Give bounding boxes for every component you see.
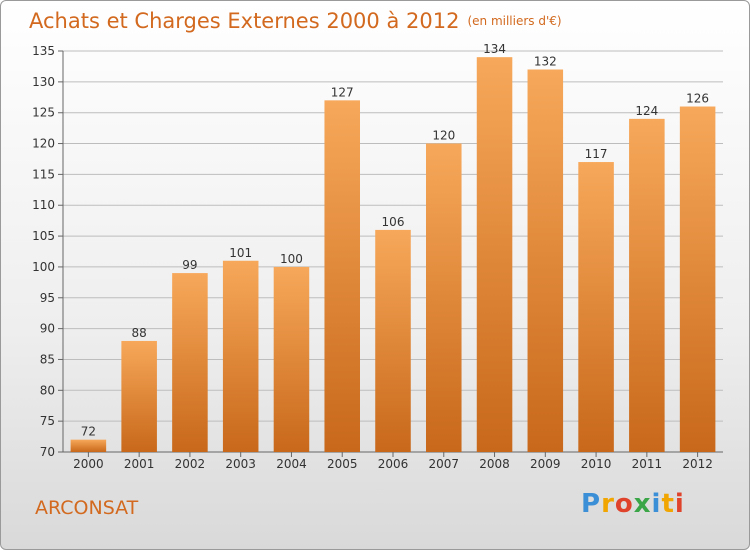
data-label: 101 (229, 246, 252, 260)
x-tick-label: 2009 (530, 457, 561, 471)
logo-letter: i (674, 489, 685, 519)
bar-2006 (375, 229, 411, 452)
x-tick-label: 2011 (632, 457, 663, 471)
data-label: 117 (585, 147, 608, 161)
bar-2009 (527, 69, 564, 452)
x-tick-label: 2007 (428, 457, 459, 471)
y-tick-label: 90 (40, 322, 55, 336)
x-tick-label: 2012 (682, 457, 713, 471)
x-tick-label: 2006 (378, 457, 409, 471)
y-tick-label: 80 (40, 383, 55, 397)
y-tick-label: 85 (40, 352, 55, 366)
data-label: 126 (686, 92, 709, 106)
y-tick-label: 100 (32, 260, 55, 274)
logo-letter: P (581, 489, 602, 519)
y-tick-label: 95 (40, 291, 55, 305)
y-tick-label: 70 (40, 445, 55, 459)
chart-title-text: Achats et Charges Externes 2000 à 2012 (29, 9, 460, 33)
bar-2003 (222, 260, 259, 452)
y-tick-label: 115 (32, 167, 55, 181)
x-tick-label: 2000 (73, 457, 104, 471)
data-label: 134 (483, 42, 506, 56)
bar-2004 (273, 266, 310, 452)
proxiti-logo[interactable]: Proxiti (581, 489, 685, 519)
x-tick-label: 2003 (225, 457, 256, 471)
data-label: 100 (280, 252, 303, 266)
bars (70, 57, 716, 453)
logo-letter: i (651, 489, 662, 519)
logo-letter: r (601, 489, 615, 519)
bar-2011 (629, 118, 665, 452)
data-label: 124 (635, 104, 658, 118)
labels: 70 75 80 85 90 95 100 105 110 115 120 125 130 135 72 20… (32, 42, 713, 471)
x-tick-label: 2010 (581, 457, 612, 471)
y-tick-label: 105 (32, 229, 55, 243)
y-tick-label: 130 (32, 75, 55, 89)
data-label: 106 (382, 215, 405, 229)
chart-title: Achats et Charges Externes 2000 à 2012 (e… (29, 9, 562, 33)
bar-2002 (172, 273, 208, 452)
data-label: 127 (331, 85, 354, 99)
bar-2008 (476, 57, 513, 453)
bar-2001 (121, 340, 157, 452)
y-tick-label: 125 (32, 106, 55, 120)
data-label: 88 (132, 326, 147, 340)
bar-2007 (426, 143, 462, 453)
data-label: 72 (81, 425, 96, 439)
bar-2000 (70, 439, 107, 452)
data-label: 120 (432, 129, 455, 143)
x-tick-label: 2004 (276, 457, 307, 471)
x-tick-label: 2005 (327, 457, 358, 471)
logo-letter: o (614, 489, 634, 519)
logo-letter: x (633, 489, 652, 519)
bar-2010 (578, 162, 614, 453)
bar-2005 (324, 100, 360, 452)
data-label: 132 (534, 55, 557, 69)
y-tick-label: 75 (40, 414, 55, 428)
bar-2012 (679, 106, 716, 453)
commune-name: ARCONSAT (35, 497, 139, 519)
y-tick-label: 120 (32, 137, 55, 151)
x-tick-label: 2008 (479, 457, 510, 471)
logo-letter: t (661, 489, 675, 519)
y-tick-label: 110 (32, 198, 55, 212)
chart-subtitle: (en milliers d'€) (467, 14, 562, 28)
data-label: 99 (182, 258, 197, 272)
x-tick-label: 2002 (175, 457, 206, 471)
y-tick-label: 135 (32, 44, 55, 58)
x-tick-label: 2001 (124, 457, 155, 471)
